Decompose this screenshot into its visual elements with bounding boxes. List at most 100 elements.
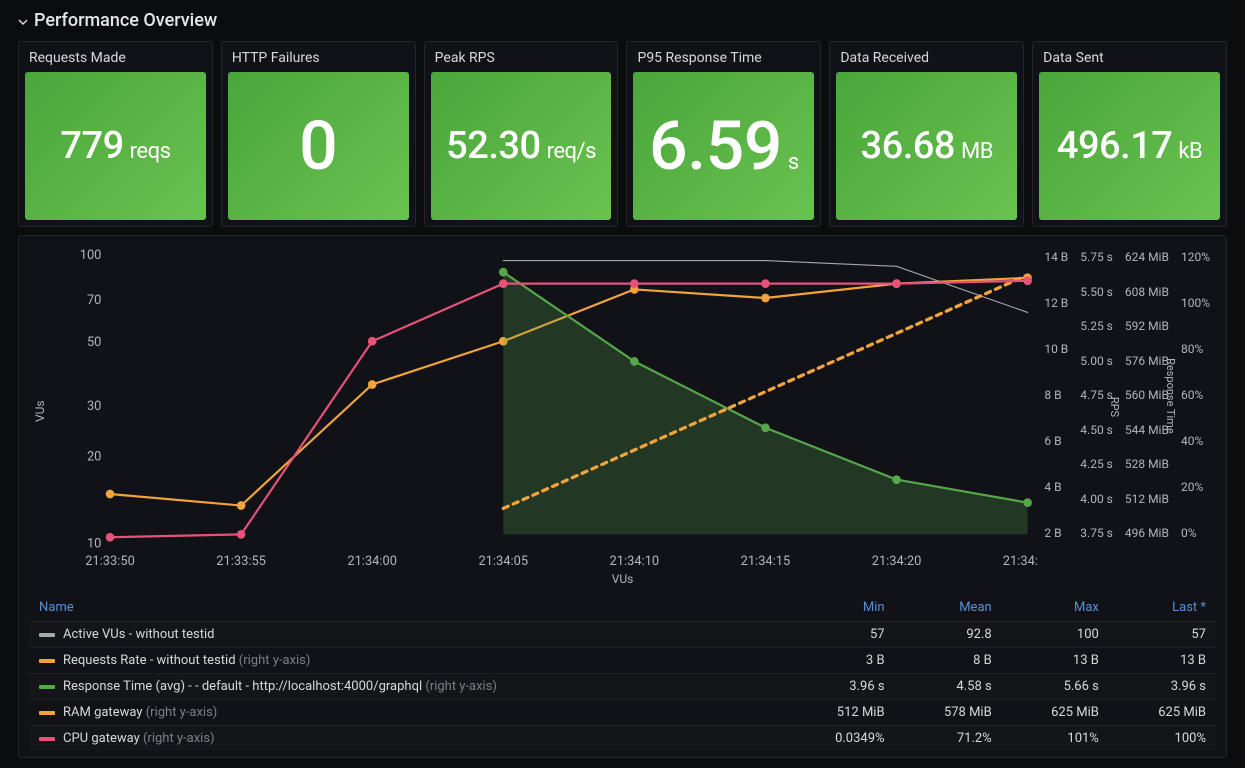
legend-last: 57 bbox=[1109, 622, 1216, 648]
legend-mean: 8 B bbox=[895, 648, 1002, 674]
legend-col-max[interactable]: Max bbox=[1002, 594, 1109, 622]
legend-mean: 578 MiB bbox=[895, 700, 1002, 726]
stat-panel[interactable]: HTTP Failures 0 bbox=[221, 41, 416, 227]
legend-swatch bbox=[39, 659, 55, 663]
svg-text:100: 100 bbox=[80, 248, 102, 263]
legend-min: 0.0349% bbox=[785, 726, 895, 752]
legend-swatch bbox=[39, 685, 55, 689]
axis-tick: 80% bbox=[1181, 342, 1210, 356]
axis-tick: 60% bbox=[1181, 388, 1210, 402]
stat-body: 36.68 MB bbox=[836, 72, 1017, 220]
axis-tick: 5.00 s bbox=[1080, 354, 1113, 368]
axis-tick: 496 MiB bbox=[1125, 526, 1169, 540]
axis-tick: 3.75 s bbox=[1080, 526, 1113, 540]
stat-value: 496.17 bbox=[1057, 124, 1173, 168]
chart-area: VUs 102030507010021:33:5021:33:5521:34:0… bbox=[29, 246, 1216, 576]
stat-unit: MB bbox=[961, 139, 993, 164]
legend-col-mean[interactable]: Mean bbox=[895, 594, 1002, 622]
section-title: Performance Overview bbox=[34, 10, 217, 31]
stat-panel[interactable]: Data Sent 496.17 kB bbox=[1032, 41, 1227, 227]
legend-name: CPU gateway (right y-axis) bbox=[63, 731, 215, 746]
stat-value: 0 bbox=[299, 112, 337, 180]
axis-tick: 528 MiB bbox=[1125, 457, 1169, 471]
stat-unit: kB bbox=[1178, 139, 1202, 164]
legend-mean: 71.2% bbox=[895, 726, 1002, 752]
axis-tick: 4.50 s bbox=[1080, 423, 1113, 437]
stat-value: 36.68 bbox=[861, 124, 955, 168]
axis-tick: 20% bbox=[1181, 480, 1210, 494]
axis-tick: 100% bbox=[1181, 296, 1210, 310]
legend-swatch bbox=[39, 633, 55, 637]
axis-tick: 6 B bbox=[1044, 434, 1068, 448]
chart-svg: 102030507010021:33:5021:33:5521:34:0021:… bbox=[51, 246, 1038, 576]
axis-tick: 560 MiB bbox=[1125, 388, 1169, 402]
legend-swatch bbox=[39, 711, 55, 715]
legend-col-min[interactable]: Min bbox=[785, 594, 895, 622]
stat-unit: req/s bbox=[547, 139, 596, 164]
axis-tick: 5.25 s bbox=[1080, 319, 1113, 333]
legend-min: 3 B bbox=[785, 648, 895, 674]
right-axis: 120%100%80%60%40%20%0% bbox=[1175, 246, 1216, 576]
graph-panel[interactable]: VUs 102030507010021:33:5021:33:5521:34:0… bbox=[18, 235, 1227, 758]
legend-row[interactable]: Active VUs - without testid 57 92.8 100 … bbox=[29, 622, 1216, 648]
legend-row[interactable]: Response Time (avg) - - default - http:/… bbox=[29, 674, 1216, 700]
stat-panel[interactable]: Requests Made 779 reqs bbox=[18, 41, 213, 227]
legend-row[interactable]: RAM gateway (right y-axis) 512 MiB 578 M… bbox=[29, 700, 1216, 726]
stat-label: Requests Made bbox=[19, 42, 212, 72]
axis-tick: 4.00 s bbox=[1080, 492, 1113, 506]
chevron-down-icon bbox=[18, 16, 28, 26]
legend-name: Requests Rate - without testid (right y-… bbox=[63, 653, 310, 668]
axis-tick: 0% bbox=[1181, 526, 1210, 540]
stat-panel[interactable]: Data Received 36.68 MB bbox=[829, 41, 1024, 227]
legend-last: 100% bbox=[1109, 726, 1216, 752]
svg-text:21:33:55: 21:33:55 bbox=[216, 554, 266, 569]
legend-mean: 4.58 s bbox=[895, 674, 1002, 700]
axis-tick: 544 MiB bbox=[1125, 423, 1169, 437]
svg-text:21:34:10: 21:34:10 bbox=[610, 554, 660, 569]
svg-text:21:34:15: 21:34:15 bbox=[741, 554, 791, 569]
stat-value: 52.30 bbox=[446, 124, 540, 168]
legend-col-last-[interactable]: Last * bbox=[1109, 594, 1216, 622]
axis-tick: 4.25 s bbox=[1080, 457, 1113, 471]
stat-body: 0 bbox=[228, 72, 409, 220]
svg-text:50: 50 bbox=[87, 335, 101, 350]
section-header[interactable]: Performance Overview bbox=[18, 10, 1227, 31]
stat-label: P95 Response Time bbox=[627, 42, 820, 72]
legend-min: 512 MiB bbox=[785, 700, 895, 726]
axis-tick: 8 B bbox=[1044, 388, 1068, 402]
legend-max: 101% bbox=[1002, 726, 1109, 752]
axis-tick: 624 MiB bbox=[1125, 250, 1169, 264]
stat-panel[interactable]: Peak RPS 52.30 req/s bbox=[424, 41, 619, 227]
stat-body: 6.59 s bbox=[633, 72, 814, 220]
legend-row[interactable]: Requests Rate - without testid (right y-… bbox=[29, 648, 1216, 674]
stat-label: Data Received bbox=[830, 42, 1023, 72]
axis-tick: 512 MiB bbox=[1125, 492, 1169, 506]
svg-text:70: 70 bbox=[87, 293, 101, 308]
svg-text:20: 20 bbox=[87, 450, 101, 465]
stat-panels-row: Requests Made 779 reqs HTTP Failures 0 P… bbox=[18, 41, 1227, 227]
legend-mean: 92.8 bbox=[895, 622, 1002, 648]
right-axes: 14 B12 B10 B8 B6 B4 B2 B5.75 s5.50 s5.25… bbox=[1038, 246, 1216, 576]
stat-label: HTTP Failures bbox=[222, 42, 415, 72]
legend-swatch bbox=[39, 737, 55, 741]
legend-name: RAM gateway (right y-axis) bbox=[63, 705, 217, 720]
stat-body: 779 reqs bbox=[25, 72, 206, 220]
axis-tick: 120% bbox=[1181, 250, 1210, 264]
axis-tick: 608 MiB bbox=[1125, 285, 1169, 299]
axis-tick: 576 MiB bbox=[1125, 354, 1169, 368]
stat-panel[interactable]: P95 Response Time 6.59 s bbox=[626, 41, 821, 227]
axis-tick: 10 B bbox=[1044, 342, 1068, 356]
legend-max: 13 B bbox=[1002, 648, 1109, 674]
stat-label: Data Sent bbox=[1033, 42, 1226, 72]
axis-tick: 5.75 s bbox=[1080, 250, 1113, 264]
axis-tick: 5.50 s bbox=[1080, 285, 1113, 299]
legend-last: 3.96 s bbox=[1109, 674, 1216, 700]
legend-col-name[interactable]: Name bbox=[29, 594, 785, 622]
legend-max: 100 bbox=[1002, 622, 1109, 648]
legend-max: 5.66 s bbox=[1002, 674, 1109, 700]
stat-body: 496.17 kB bbox=[1039, 72, 1220, 220]
stat-value: 779 bbox=[60, 124, 123, 168]
svg-text:21:34:25: 21:34:25 bbox=[1003, 554, 1039, 569]
legend-row[interactable]: CPU gateway (right y-axis) 0.0349% 71.2%… bbox=[29, 726, 1216, 752]
svg-text:21:34:05: 21:34:05 bbox=[478, 554, 528, 569]
